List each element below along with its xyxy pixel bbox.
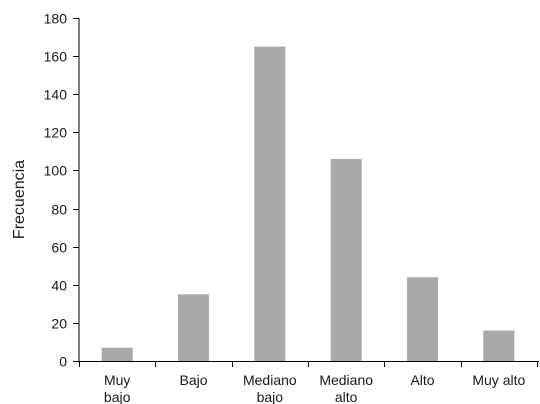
x-tick-label: Bajo xyxy=(179,372,207,388)
y-tick-label: 60 xyxy=(51,240,67,256)
y-tick-label: 80 xyxy=(51,202,67,218)
y-axis: 0 20 40 60 80 100 120 140 160 180 xyxy=(44,11,80,370)
y-tick-label: 0 xyxy=(59,354,67,370)
bar xyxy=(254,46,286,361)
bar xyxy=(178,294,209,361)
x-tick-label: Mediano bajo xyxy=(243,372,297,404)
bar xyxy=(483,330,515,361)
bar xyxy=(330,159,362,361)
y-tick-label: 20 xyxy=(51,316,67,332)
bar xyxy=(101,347,133,361)
x-tick-label: Muy bajo xyxy=(104,372,131,404)
x-axis: Muy bajo Bajo Mediano bajo Mediano alto Alto Muy… xyxy=(79,361,539,404)
y-tick-label: 120 xyxy=(44,125,68,141)
x-tick-label: Alto xyxy=(410,372,434,388)
bars xyxy=(101,46,515,361)
y-tick-label: 160 xyxy=(44,49,68,65)
bar xyxy=(407,277,438,361)
y-tick-label: 40 xyxy=(51,278,67,294)
y-tick-label: 100 xyxy=(44,163,68,179)
x-tick-label: Mediano alto xyxy=(319,372,373,404)
y-tick-label: 180 xyxy=(44,11,68,27)
x-tick-label: Muy alto xyxy=(472,372,525,388)
y-tick-label: 140 xyxy=(44,87,68,103)
y-axis-title: Frecuencia xyxy=(11,160,28,239)
